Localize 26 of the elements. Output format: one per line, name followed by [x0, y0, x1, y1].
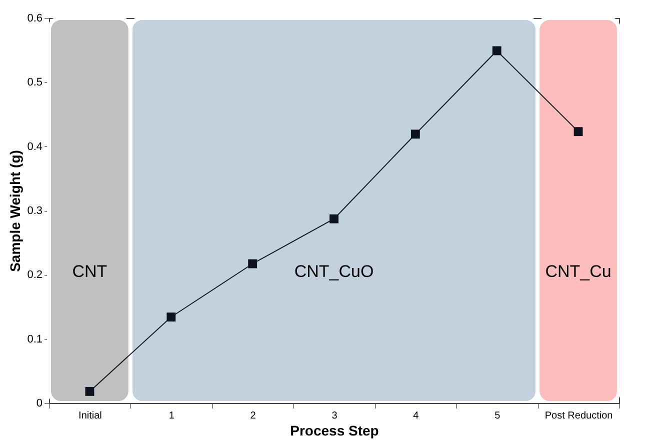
- point: [85, 386, 94, 396]
- x-tick-label: 2: [250, 410, 256, 422]
- x-axis-title: Process Step: [290, 422, 379, 438]
- y-tick-label: 0: [36, 398, 42, 410]
- point: [248, 259, 258, 268]
- x-tick-label: 5: [494, 410, 501, 422]
- point: [330, 214, 338, 224]
- y-tick-label: 0.2: [27, 269, 42, 282]
- band-label: CNT_Cu: [545, 262, 612, 282]
- point: [574, 127, 583, 136]
- y-axis-title: Sample Weight (g): [7, 150, 24, 272]
- x-tick-label: 4: [413, 410, 420, 422]
- x-tick-label: Initial: [78, 410, 102, 422]
- point: [492, 46, 502, 56]
- y-tick-label: 0.6: [27, 12, 42, 24]
- point: [166, 312, 176, 322]
- point: [410, 130, 420, 139]
- x-tick-label: 3: [332, 410, 338, 422]
- y-tick-label: 0.5: [27, 76, 42, 89]
- band-label: CNT: [72, 262, 108, 282]
- x-tick-label: 1: [168, 410, 175, 422]
- band-label: CNT_CuO: [294, 262, 374, 282]
- y-tick-label: 0.3: [27, 205, 42, 217]
- x-tick-label: Post Reduction: [544, 410, 613, 422]
- y-tick-label: 0.1: [27, 333, 42, 346]
- y-tick-label: 0.4: [27, 140, 42, 153]
